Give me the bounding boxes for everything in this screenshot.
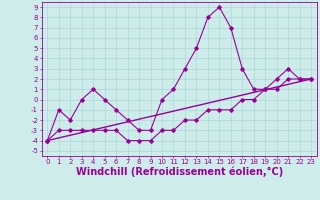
X-axis label: Windchill (Refroidissement éolien,°C): Windchill (Refroidissement éolien,°C) [76,167,283,177]
